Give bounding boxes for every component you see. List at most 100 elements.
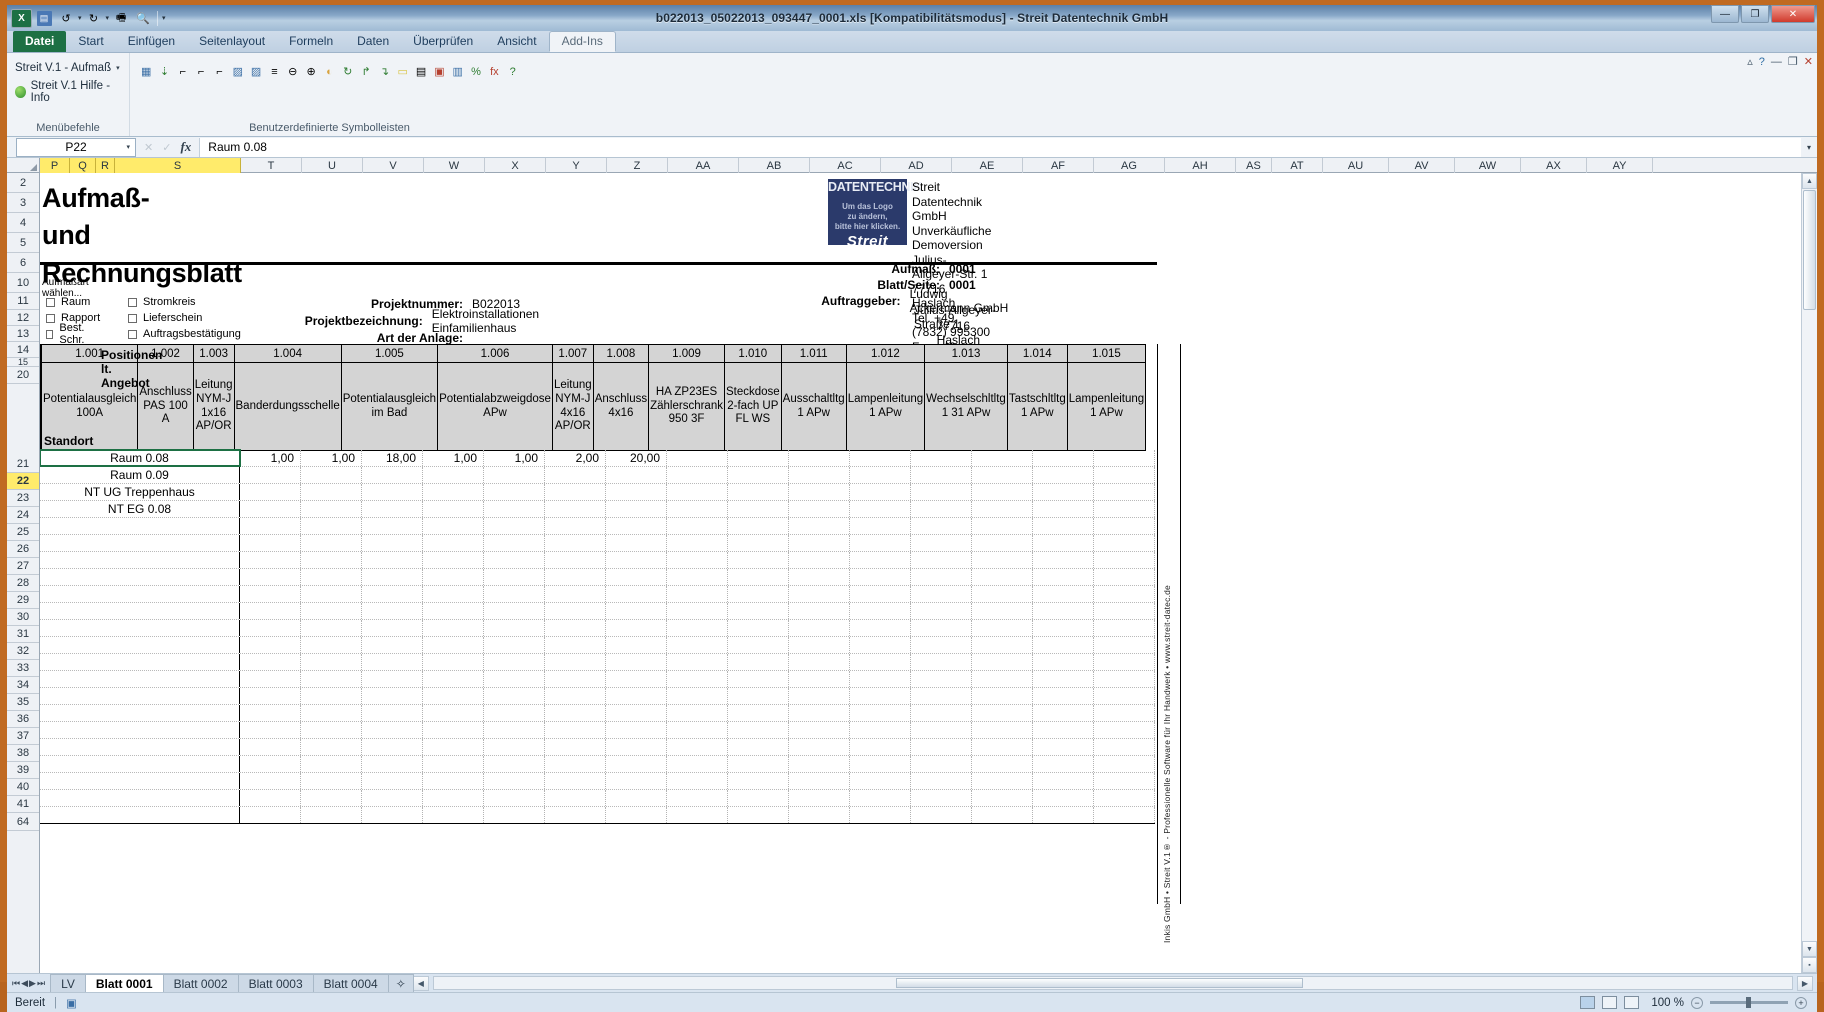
qty-cell[interactable]: [789, 722, 850, 738]
note-icon[interactable]: ▭: [397, 66, 408, 78]
checkbox-best-schr[interactable]: Best. Schr.: [46, 322, 100, 346]
standort-cell-empty[interactable]: [40, 569, 240, 585]
qty-cell[interactable]: [1094, 790, 1155, 806]
pagebreak-view-icon[interactable]: [1624, 996, 1639, 1009]
qty-cell[interactable]: [606, 739, 667, 755]
qty-cell[interactable]: [667, 501, 728, 517]
sheet-content[interactable]: Aufmaß- und Rechnungsblatt DATENTECHNIK …: [40, 173, 1801, 973]
qty-cell[interactable]: [240, 705, 301, 721]
qty-cell[interactable]: [362, 739, 423, 755]
qty-cell[interactable]: [606, 722, 667, 738]
clipboard-icon[interactable]: ▥: [452, 66, 463, 78]
menu-streit-aufmass[interactable]: Streit V.1 - Aufmaß ▾: [15, 62, 121, 74]
qty-cell[interactable]: [1094, 467, 1155, 483]
qty-cell[interactable]: [789, 552, 850, 568]
column-header-AH[interactable]: AH: [1165, 158, 1236, 173]
qty-cell[interactable]: [606, 756, 667, 772]
qty-cell[interactable]: [789, 671, 850, 687]
standort-cell-empty[interactable]: [40, 756, 240, 772]
qty-cell[interactable]: [606, 484, 667, 500]
redo-dropdown-icon[interactable]: ▾: [105, 15, 110, 22]
qty-cell[interactable]: [484, 501, 545, 517]
qty-cell[interactable]: [972, 450, 1033, 466]
standort-cell-empty[interactable]: [40, 603, 240, 619]
qty-cell[interactable]: [1094, 807, 1155, 823]
qty-cell[interactable]: [484, 603, 545, 619]
qty-cell[interactable]: [545, 518, 606, 534]
qty-cell[interactable]: [911, 552, 972, 568]
checkbox-icon[interactable]: [128, 329, 137, 339]
row-header-40[interactable]: 40: [7, 779, 39, 796]
qty-cell[interactable]: [850, 552, 911, 568]
qty-cell[interactable]: [728, 603, 789, 619]
qty-cell[interactable]: [789, 688, 850, 704]
qty-cell[interactable]: [789, 535, 850, 551]
qty-cell[interactable]: [1094, 671, 1155, 687]
qty-cell[interactable]: [850, 654, 911, 670]
zoom-slider-thumb[interactable]: [1746, 997, 1751, 1008]
print-icon[interactable]: 🖷: [115, 11, 127, 24]
qty-cell[interactable]: [301, 705, 362, 721]
percent-icon[interactable]: %: [471, 66, 481, 78]
tab-start[interactable]: Start: [78, 34, 104, 48]
qty-cell[interactable]: 18,00: [362, 450, 423, 466]
qty-cell[interactable]: [484, 722, 545, 738]
sheet-tab-blatt-0002[interactable]: Blatt 0002: [162, 974, 239, 992]
row-header-39[interactable]: 39: [7, 762, 39, 779]
qty-cell[interactable]: [1094, 688, 1155, 704]
qty-cell[interactable]: [1094, 722, 1155, 738]
save-icon[interactable]: ▤: [34, 9, 54, 28]
qty-cell[interactable]: [850, 535, 911, 551]
qty-cell[interactable]: [545, 569, 606, 585]
qty-cell[interactable]: [850, 603, 911, 619]
qty-cell[interactable]: [240, 603, 301, 619]
qty-cell[interactable]: [606, 569, 667, 585]
qty-cell[interactable]: [606, 637, 667, 653]
qty-cell[interactable]: [667, 586, 728, 602]
qty-cell[interactable]: [484, 654, 545, 670]
qty-cell[interactable]: [545, 484, 606, 500]
standort-cell-empty[interactable]: [40, 535, 240, 551]
hscroll-left-icon[interactable]: ◀: [412, 975, 429, 991]
qty-cell[interactable]: [423, 790, 484, 806]
corner-bl-icon[interactable]: ⌐: [179, 66, 187, 78]
undo-icon[interactable]: ↺: [61, 12, 71, 25]
qty-cell[interactable]: [728, 569, 789, 585]
qty-cell[interactable]: [911, 671, 972, 687]
qty-cell[interactable]: [667, 807, 728, 823]
qty-cell[interactable]: [728, 620, 789, 636]
qty-cell[interactable]: [850, 518, 911, 534]
qty-cell[interactable]: [362, 586, 423, 602]
qty-cell[interactable]: [911, 688, 972, 704]
qty-cell[interactable]: [850, 620, 911, 636]
positions-grid-body[interactable]: Raum 0.08 1,00 1,00 18,00 1,00 1,00 2,00…: [40, 449, 1155, 824]
qty-cell[interactable]: [545, 535, 606, 551]
refresh-icon[interactable]: ↻: [343, 66, 353, 78]
row-header-35[interactable]: 35: [7, 694, 39, 711]
row-header-38[interactable]: 38: [7, 745, 39, 762]
first-sheet-icon[interactable]: ⏮: [12, 977, 21, 988]
qty-cell[interactable]: [1033, 807, 1094, 823]
row-header-5[interactable]: 5: [7, 233, 39, 253]
qty-cell[interactable]: [667, 637, 728, 653]
table-row[interactable]: Raum 0.08 1,00 1,00 18,00 1,00 1,00 2,00…: [40, 449, 1155, 467]
qty-cell[interactable]: [911, 569, 972, 585]
standort-cell-empty[interactable]: [40, 807, 240, 823]
qty-cell[interactable]: [667, 756, 728, 772]
scroll-up-icon[interactable]: ▲: [1802, 173, 1817, 189]
qty-cell[interactable]: [484, 552, 545, 568]
qty-cell[interactable]: [972, 739, 1033, 755]
qty-cell[interactable]: [362, 773, 423, 789]
qty-cell[interactable]: [301, 722, 362, 738]
qty-cell[interactable]: [362, 722, 423, 738]
row-header-21[interactable]: 21: [7, 384, 39, 473]
qty-cell[interactable]: [972, 586, 1033, 602]
qty-cell[interactable]: [606, 501, 667, 517]
qty-cell[interactable]: [484, 688, 545, 704]
plus-circle-icon[interactable]: ⊕: [306, 66, 316, 78]
qty-cell[interactable]: [1094, 756, 1155, 772]
qty-cell[interactable]: [423, 807, 484, 823]
qty-cell[interactable]: [545, 790, 606, 806]
custom-toolbar-icons[interactable]: ▦ ⇣ ⌐ ⌐ ⌐ ▨ ▨ ≡ ⊖ ⊕ ◐ ↻ ↱ ↴ ▭ ▤ ▣ ▥ % fx: [138, 58, 521, 81]
qty-cell[interactable]: [545, 705, 606, 721]
